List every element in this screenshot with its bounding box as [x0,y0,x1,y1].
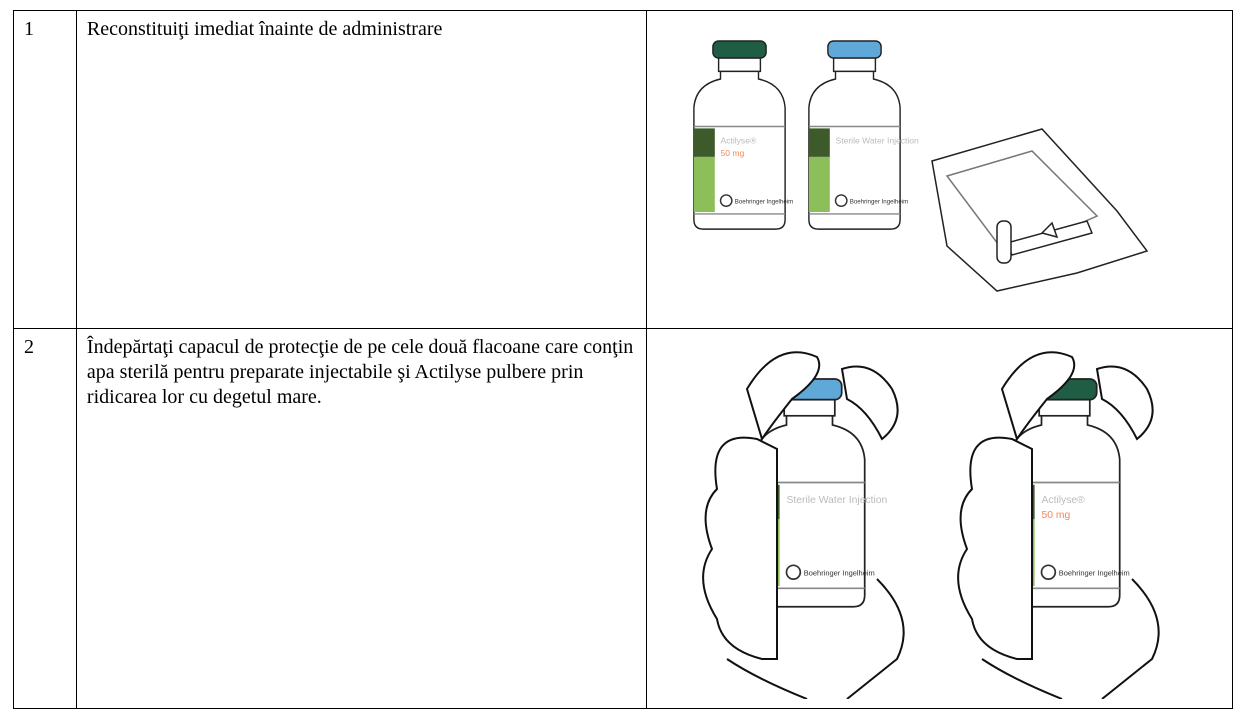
vial-neck [783,398,836,417]
vial: Actilyse® 50 mg Boehringer Ingelheim [693,40,794,230]
vial-maker: Boehringer Ingelheim [850,198,909,205]
vial-stripe [808,156,830,213]
vial-dose: 50 mg [1041,510,1070,521]
vial-neck [1038,398,1091,417]
vial-neck [832,57,877,73]
vial-maker: Boehringer Ingelheim [804,569,875,578]
finger [840,365,899,441]
illustration-cell: Actilyse® 50 mg Boehringer Ingelheim Steril… [645,10,1233,329]
palm [702,436,778,660]
vial-maker: Boehringer Ingelheim [1059,569,1130,578]
vial-name: Actilyse® [720,136,756,146]
instruction-table: 1 Reconstituiţi imediat înainte de admin… [13,10,1233,709]
row: 2 Îndepărtaţi capacul de protecţie de pe… [13,328,1233,709]
hand [957,351,1160,700]
step-instruction: Reconstituiţi imediat înainte de adminis… [75,10,647,329]
thumb [745,351,821,442]
maker-logo [834,194,848,208]
cuff [981,658,1063,700]
maker-logo [1040,564,1057,580]
step-number: 2 [13,328,77,709]
vial-body [808,70,901,230]
vial-cap [712,40,767,59]
palm [957,436,1033,660]
wrist [846,578,905,700]
finger [1095,365,1154,441]
spike-package [931,128,1149,292]
wrist [1101,578,1160,700]
vial-dose: 50 mg [720,148,744,158]
step-instruction: Îndepărtaţi capacul de protecţie de pe c… [75,328,647,709]
vial-body [693,70,786,230]
vial-name: Sterile Water Injection [786,495,887,506]
illustration-cell: Sterile Water Injection Boehringer Ingelh… [645,328,1233,709]
thumb [1000,351,1076,442]
illustration: Sterile Water Injection Boehringer Ingelh… [702,351,1160,700]
step-number: 1 [13,10,77,329]
hand [702,351,905,700]
vial-stripe [693,156,715,213]
vial-stripe-dark [693,128,715,157]
vial-maker: Boehringer Ingelheim [735,198,794,205]
row: 1 Reconstituiţi imediat înainte de admin… [13,10,1233,329]
vial-cap [827,40,882,59]
maker-logo [785,564,802,580]
vial-name: Actilyse® [1041,495,1085,506]
vial: Sterile Water Injection Boehringer Ingelh… [808,40,919,230]
vial-neck [717,57,762,73]
cuff [726,658,808,700]
vial-stripe-dark [808,128,830,157]
maker-logo [719,194,733,208]
vial-name: Sterile Water Injection [835,136,919,146]
